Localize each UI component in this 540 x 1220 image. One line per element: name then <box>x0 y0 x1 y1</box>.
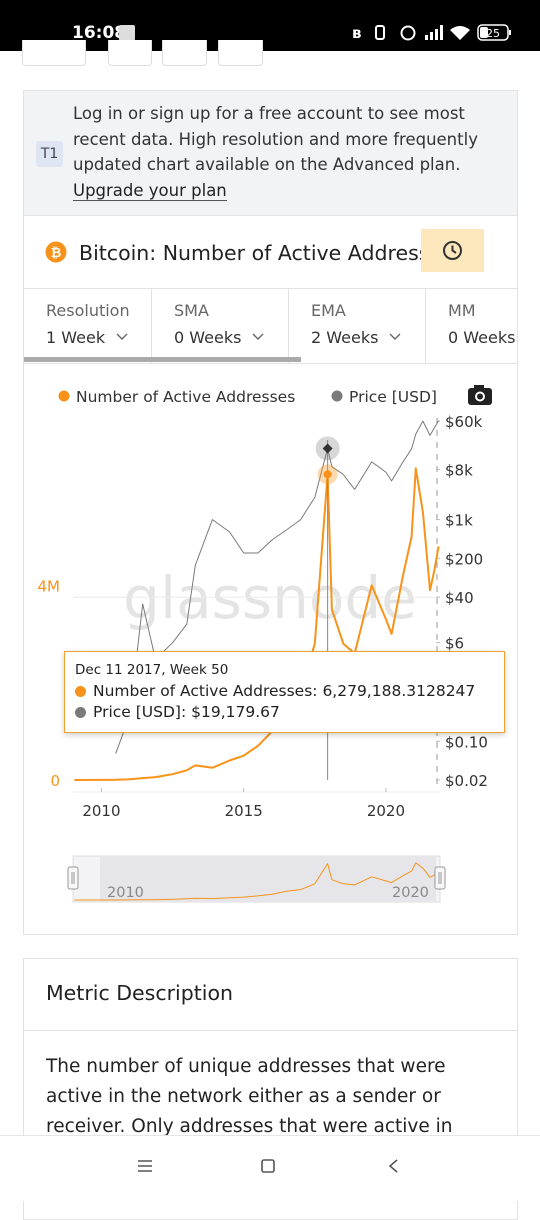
tooltip-label: Number of Active Addresses: <box>93 682 318 700</box>
navigator-label: 2010 <box>107 885 144 901</box>
chart: glassnode 0 4M $60k $8k $1k $200 $40 $6 $0.10 $0.… <box>38 385 492 903</box>
toolbar-button[interactable] <box>108 40 152 66</box>
tooltip-dot <box>75 707 86 718</box>
navigator-label: 2020 <box>392 885 429 901</box>
tooltip-row: Price [USD]: $19,179.67 <box>75 703 280 721</box>
navigator-line <box>74 862 439 901</box>
tooltip-label: Price [USD]: <box>93 703 187 721</box>
clock-time: 16:08 <box>72 23 127 43</box>
tooltip-row: Number of Active Addresses: 6,279,188.31… <box>75 682 475 700</box>
handle-grip <box>71 872 75 884</box>
chevron <box>252 333 264 340</box>
x-tick-label: 2010 <box>82 802 120 820</box>
control-value-text: 2 Weeks <box>311 328 379 347</box>
x-tick-label: 2015 <box>225 802 263 820</box>
control-value: 0 Weeks <box>174 328 288 347</box>
control-value-text: 0 Weeks <box>448 328 516 347</box>
status-bar: 16:08 ʙ 25 <box>0 0 540 51</box>
battery-level: 25 <box>486 27 500 40</box>
handle-grip <box>438 872 442 884</box>
tooltip-title: Dec 11 2017, Week 50 <box>75 662 229 678</box>
chart-title: Bitcoin: Number of Active Addresses <box>79 241 422 265</box>
control-tab[interactable]: EMA 2 Weeks <box>289 289 426 363</box>
chevron <box>389 333 401 340</box>
y2-tick-label: $0.10 <box>445 733 488 751</box>
legend-dot <box>58 390 70 402</box>
control-label: EMA <box>311 301 346 320</box>
y2-tick-label: $1k <box>445 512 473 530</box>
clock-button[interactable] <box>421 229 484 272</box>
legend-label: Number of Active Addresses <box>76 388 295 406</box>
notice-box: T1 Log in or sign up for a free account … <box>23 90 518 216</box>
upgrade-link[interactable]: Upgrade your plan <box>73 180 227 201</box>
x-tick-label: 2020 <box>367 802 405 820</box>
system-nav-bar <box>0 1135 540 1201</box>
divider <box>24 1030 517 1031</box>
control-tab[interactable]: SMA 0 Weeks <box>152 289 289 363</box>
control-value: 2 Weeks <box>311 328 425 347</box>
svg-text:ʙ: ʙ <box>352 24 362 42</box>
bitcoin-icon: ₿ <box>45 241 67 263</box>
tooltip: Dec 11 2017, Week 50 Number of Active Add… <box>64 651 505 733</box>
back-button[interactable] <box>388 1159 398 1173</box>
y2-tick-label: $0.02 <box>445 772 488 790</box>
camera-icon[interactable] <box>468 385 492 405</box>
control-value: 0 Weeks <box>448 328 517 347</box>
control-value: 1 Week <box>46 328 151 347</box>
status-icons: ʙ 25 <box>352 24 511 42</box>
notice-message: Log in or sign up for a free account to … <box>73 104 478 174</box>
control-tab[interactable]: Resolution 1 Week <box>24 289 152 363</box>
control-label: SMA <box>174 301 209 320</box>
scroll-indicator <box>24 357 301 362</box>
y2-tick-label: $60k <box>445 413 483 431</box>
toolbar-button[interactable] <box>218 40 263 66</box>
legend-dot <box>331 390 343 402</box>
handle-body <box>67 866 79 890</box>
y2-tick-label: $6 <box>445 635 464 653</box>
home-button[interactable] <box>261 1159 275 1173</box>
tooltip-value: $19,179.67 <box>191 703 280 721</box>
y-tick-label: 4M <box>38 577 61 595</box>
navigator-handle[interactable] <box>67 866 79 890</box>
description-title: Metric Description <box>46 981 234 1005</box>
description-text: The number of unique addresses that were… <box>46 1056 453 1137</box>
chevron <box>116 333 128 340</box>
tooltip-dot <box>75 686 86 697</box>
y2-tick-label: $200 <box>445 550 483 568</box>
toolbar-button[interactable] <box>162 40 207 66</box>
control-value-text: 1 Week <box>46 328 106 347</box>
watermark: glassnode <box>123 564 417 632</box>
svg-text:₿: ₿ <box>51 246 62 261</box>
control-value-text: 0 Weeks <box>174 328 242 347</box>
y2-tick-label: $40 <box>445 589 474 607</box>
notice-text: Log in or sign up for a free account to … <box>73 101 503 203</box>
series-line <box>115 420 440 754</box>
chart-card: ₿ Bitcoin: Number of Active Addresses Re… <box>23 215 518 935</box>
control-label: MM <box>448 301 476 320</box>
control-label: Resolution <box>46 301 130 320</box>
navigator-handle[interactable] <box>434 866 446 890</box>
legend-label: Price [USD] <box>349 388 437 406</box>
notification-icon <box>119 25 135 41</box>
menu-button[interactable] <box>138 1160 152 1172</box>
highlight-point <box>322 443 333 454</box>
highlight-point <box>323 470 332 479</box>
control-tab[interactable]: MM 0 Weeks <box>426 289 517 363</box>
tooltip-value: 6,279,188.3128247 <box>322 682 476 700</box>
tier-badge: T1 <box>36 141 63 167</box>
control-tabs: Resolution 1 Week SMA 0 Weeks EMA 2 Weeks MM 0 … <box>24 288 517 364</box>
y2-tick-label: $8k <box>445 462 473 480</box>
y-tick-label: 0 <box>50 772 60 790</box>
handle-body <box>434 866 446 890</box>
toolbar-button[interactable] <box>22 40 86 66</box>
